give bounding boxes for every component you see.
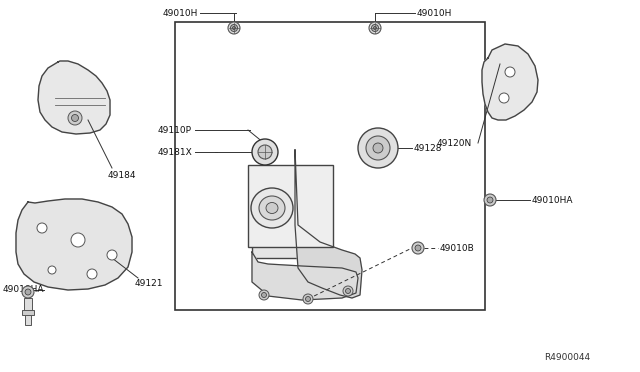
Circle shape [72,115,79,122]
Circle shape [22,286,34,298]
Ellipse shape [251,188,293,228]
Circle shape [71,233,85,247]
Bar [248,165,333,247]
Text: 49010HA: 49010HA [532,196,573,205]
Text: 49184: 49184 [108,170,136,180]
Text: 49010HA: 49010HA [3,285,45,295]
Bar [25,315,31,325]
Circle shape [87,269,97,279]
Bar [24,298,32,312]
Circle shape [230,25,237,32]
Bar [175,22,485,310]
Ellipse shape [266,202,278,214]
Bar [22,310,34,315]
Text: 49010H: 49010H [417,9,452,17]
Circle shape [343,286,353,296]
Circle shape [366,136,390,160]
Polygon shape [16,199,132,290]
Circle shape [37,223,47,233]
Text: 49010B: 49010B [440,244,475,253]
Text: 49010H: 49010H [163,9,198,17]
Polygon shape [38,61,110,134]
Circle shape [415,245,421,251]
Circle shape [374,26,376,29]
Text: 49128: 49128 [414,144,442,153]
Circle shape [487,197,493,203]
Circle shape [303,294,313,304]
Text: R4900044: R4900044 [544,353,590,362]
Circle shape [25,289,31,295]
Ellipse shape [259,196,285,220]
Circle shape [259,290,269,300]
Circle shape [252,139,278,165]
Circle shape [371,25,378,32]
Circle shape [484,194,496,206]
Circle shape [258,145,272,159]
Circle shape [305,296,310,301]
Bar [252,200,330,258]
Text: 49120N: 49120N [436,138,472,148]
Text: 49110P: 49110P [158,125,192,135]
Text: 49181X: 49181X [157,148,192,157]
Circle shape [346,289,351,294]
Circle shape [107,250,117,260]
Text: 49121: 49121 [135,279,163,288]
Polygon shape [252,252,358,300]
Circle shape [505,67,515,77]
Circle shape [68,111,82,125]
Circle shape [48,266,56,274]
Circle shape [228,22,240,34]
Circle shape [373,143,383,153]
Polygon shape [482,44,538,120]
Circle shape [369,22,381,34]
Circle shape [358,128,398,168]
Circle shape [232,26,236,29]
Circle shape [412,242,424,254]
Polygon shape [295,150,362,298]
Circle shape [499,93,509,103]
Circle shape [262,292,266,298]
